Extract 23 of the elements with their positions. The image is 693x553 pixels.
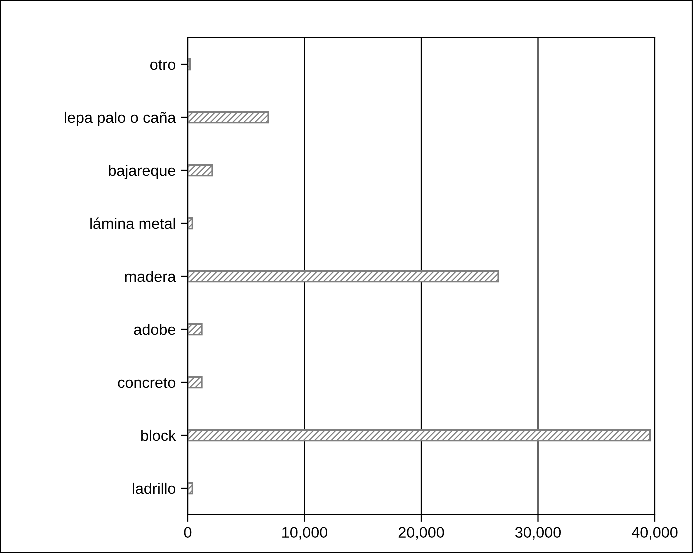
bar — [188, 482, 194, 495]
x-tick-label: 10,000 — [282, 527, 328, 540]
y-tick-label: lepa palo o caña — [65, 112, 176, 126]
y-tick-label: madera — [125, 270, 176, 282]
x-tick-label: 40,000 — [632, 527, 678, 540]
bar — [188, 164, 214, 177]
y-tick-label: concreto — [118, 378, 176, 388]
y-tick-label: otro — [150, 60, 176, 70]
bar — [188, 111, 270, 124]
bar — [188, 323, 203, 336]
y-tick-label: ladrillo — [133, 482, 176, 494]
x-tick-label: 0 — [184, 527, 192, 538]
bar — [188, 270, 500, 283]
bar — [188, 58, 192, 71]
bar — [188, 429, 652, 442]
bar — [188, 376, 203, 389]
x-tick-label: 30,000 — [515, 527, 562, 540]
y-tick-label: bajareque — [109, 164, 176, 180]
bar — [188, 217, 194, 230]
y-tick-label: block — [142, 430, 176, 442]
y-tick-label: lámina metal — [90, 218, 176, 230]
x-tick-label: 20,000 — [398, 527, 444, 540]
y-tick-label: adobe — [134, 324, 176, 336]
